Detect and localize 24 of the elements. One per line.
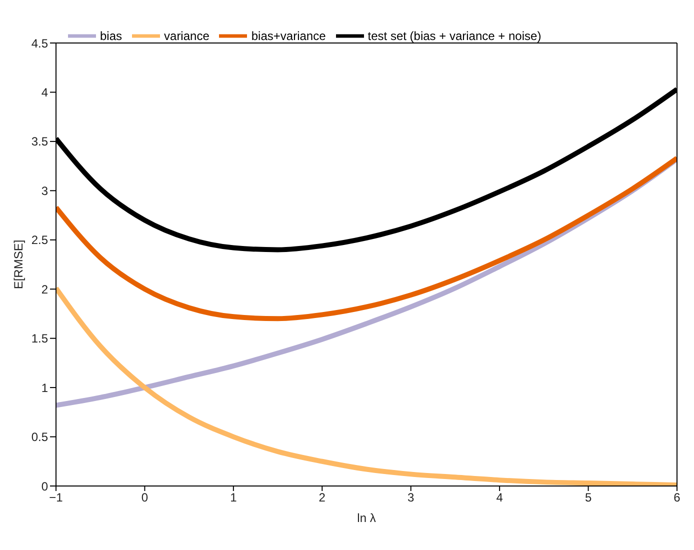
y-tick-label: 2 [41,282,48,296]
x-tick-label: 2 [318,490,326,505]
y-tick-label: 3.5 [31,134,48,149]
x-tick-label: 0 [141,490,148,505]
y-tick-label: 0 [41,479,48,494]
legend-label: variance [164,29,210,44]
y-tick-label: 4.5 [31,36,48,50]
x-tick-label: −1 [49,490,64,505]
y-tick-label: 1.5 [31,332,48,346]
x-tick-label: 4 [496,490,504,505]
y-tick-label: 4 [41,85,48,100]
y-tick-label: 3 [41,184,48,198]
x-tick-label: 5 [584,490,592,505]
x-tick-label: 3 [408,490,415,505]
legend-label: test set (bias + variance + noise) [368,29,542,44]
y-tick-label: 2.5 [31,233,48,248]
legend-label: bias+variance [251,29,326,44]
legend-label: bias [100,29,122,44]
x-axis-title: ln λ [357,511,376,525]
y-tick-label: 1 [41,380,48,395]
x-tick-label: 1 [230,490,238,505]
y-tick-label: 0.5 [31,430,48,444]
x-tick-label: 6 [674,490,681,505]
y-axis-title: E[RMSE] [11,240,26,290]
